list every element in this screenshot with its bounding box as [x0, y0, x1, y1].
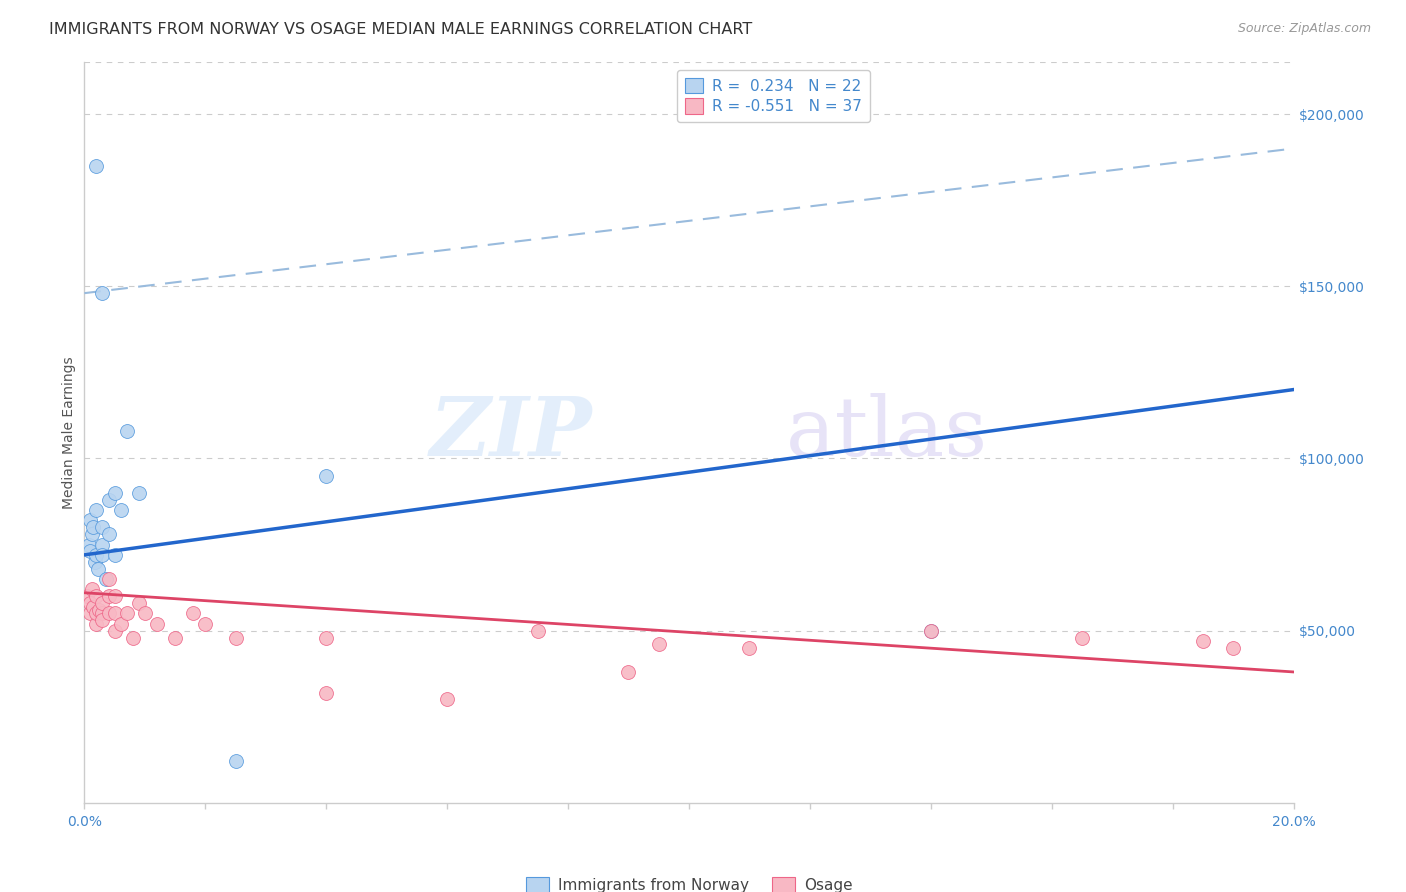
- Point: [128, 486, 150, 500]
- Point: [738, 640, 761, 655]
- Point: [97, 607, 120, 621]
- Point: [104, 548, 127, 562]
- Point: [86, 503, 108, 517]
- Point: [82, 520, 104, 534]
- Point: [97, 527, 120, 541]
- Point: [79, 544, 101, 558]
- Point: [82, 599, 104, 614]
- Point: [110, 616, 132, 631]
- Point: [91, 596, 114, 610]
- Point: [527, 624, 550, 638]
- Point: [79, 513, 101, 527]
- Point: [76, 589, 98, 603]
- Point: [104, 607, 127, 621]
- Point: [315, 631, 337, 645]
- Point: [920, 624, 942, 638]
- Point: [1192, 634, 1215, 648]
- Point: [84, 555, 107, 569]
- Point: [79, 607, 101, 621]
- Point: [920, 624, 942, 638]
- Point: [91, 607, 114, 621]
- Point: [104, 589, 127, 603]
- Point: [91, 613, 114, 627]
- Point: [194, 616, 217, 631]
- Point: [97, 492, 120, 507]
- Point: [80, 582, 103, 597]
- Point: [86, 561, 108, 575]
- Point: [91, 537, 114, 551]
- Point: [79, 596, 101, 610]
- Point: [648, 637, 671, 651]
- Point: [104, 486, 127, 500]
- Point: [315, 685, 337, 699]
- Point: [86, 616, 108, 631]
- Text: atlas: atlas: [786, 392, 988, 473]
- Point: [110, 503, 132, 517]
- Point: [134, 607, 156, 621]
- Point: [315, 468, 337, 483]
- Point: [91, 548, 114, 562]
- Point: [181, 607, 204, 621]
- Point: [86, 159, 108, 173]
- Point: [115, 424, 138, 438]
- Text: Source: ZipAtlas.com: Source: ZipAtlas.com: [1237, 22, 1371, 36]
- Point: [86, 548, 108, 562]
- Point: [97, 572, 120, 586]
- Point: [86, 589, 108, 603]
- Point: [77, 537, 100, 551]
- Point: [617, 665, 640, 679]
- Point: [91, 286, 114, 301]
- Point: [146, 616, 169, 631]
- Point: [89, 603, 111, 617]
- Point: [104, 624, 127, 638]
- Point: [86, 607, 108, 621]
- Point: [1222, 640, 1244, 655]
- Point: [128, 596, 150, 610]
- Text: IMMIGRANTS FROM NORWAY VS OSAGE MEDIAN MALE EARNINGS CORRELATION CHART: IMMIGRANTS FROM NORWAY VS OSAGE MEDIAN M…: [49, 22, 752, 37]
- Point: [225, 755, 247, 769]
- Legend: Immigrants from Norway, Osage: Immigrants from Norway, Osage: [517, 870, 860, 892]
- Point: [436, 692, 458, 706]
- Point: [94, 572, 117, 586]
- Point: [91, 520, 114, 534]
- Y-axis label: Median Male Earnings: Median Male Earnings: [62, 356, 76, 509]
- Point: [80, 527, 103, 541]
- Point: [97, 589, 120, 603]
- Text: ZIP: ZIP: [430, 392, 592, 473]
- Point: [225, 631, 247, 645]
- Point: [121, 631, 143, 645]
- Point: [165, 631, 187, 645]
- Point: [1071, 631, 1094, 645]
- Point: [115, 607, 138, 621]
